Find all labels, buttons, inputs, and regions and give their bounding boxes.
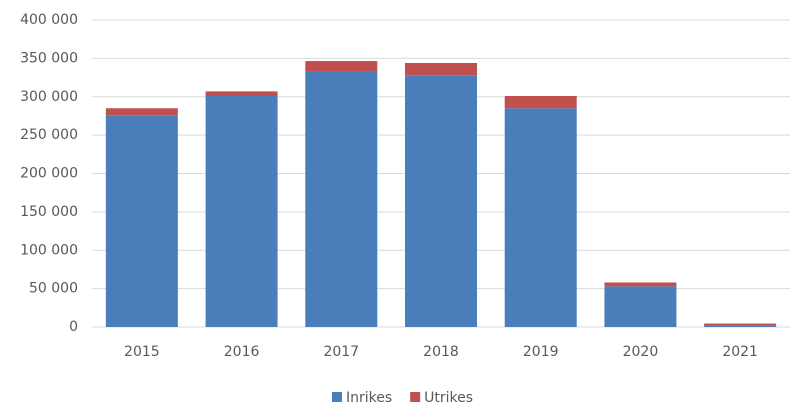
y-tick-label: 0: [69, 319, 78, 335]
legend-label: Utrikes: [424, 390, 473, 406]
y-tick-label: 200 000: [20, 166, 78, 182]
legend-label: Inrikes: [346, 390, 392, 406]
bar-segment: [305, 61, 378, 72]
bar-segment: [405, 62, 477, 76]
bar-segment: [105, 108, 178, 116]
bar-segment: [704, 325, 777, 327]
y-tick-label: 300 000: [20, 89, 78, 105]
bar-segment: [205, 91, 278, 96]
bar-segment: [604, 282, 677, 287]
x-tick-label: 2018: [423, 344, 459, 360]
bar-segment: [704, 323, 777, 326]
bar-segment: [504, 95, 577, 109]
legend-swatch: [332, 392, 342, 402]
y-tick-label: 350 000: [20, 50, 78, 66]
bar-segment: [504, 108, 577, 327]
bar-segment: [105, 115, 178, 327]
legend-swatch: [410, 392, 421, 402]
x-tick-label: 2017: [323, 344, 359, 360]
y-tick-label: 50 000: [29, 281, 78, 297]
x-tick-label: 2019: [523, 344, 559, 360]
bar-segment: [604, 286, 677, 327]
bar-segment: [305, 71, 378, 327]
bar-segment: [205, 95, 278, 327]
y-tick-label: 400 000: [20, 12, 78, 28]
bar-segment: [405, 75, 477, 327]
x-tick-label: 2015: [124, 344, 160, 360]
x-tick-label: 2021: [722, 344, 758, 360]
x-tick-label: 2020: [623, 344, 659, 360]
y-tick-label: 150 000: [20, 204, 78, 220]
y-tick-label: 250 000: [20, 127, 78, 143]
y-tick-label: 100 000: [20, 242, 78, 258]
x-tick-label: 2016: [224, 344, 260, 360]
